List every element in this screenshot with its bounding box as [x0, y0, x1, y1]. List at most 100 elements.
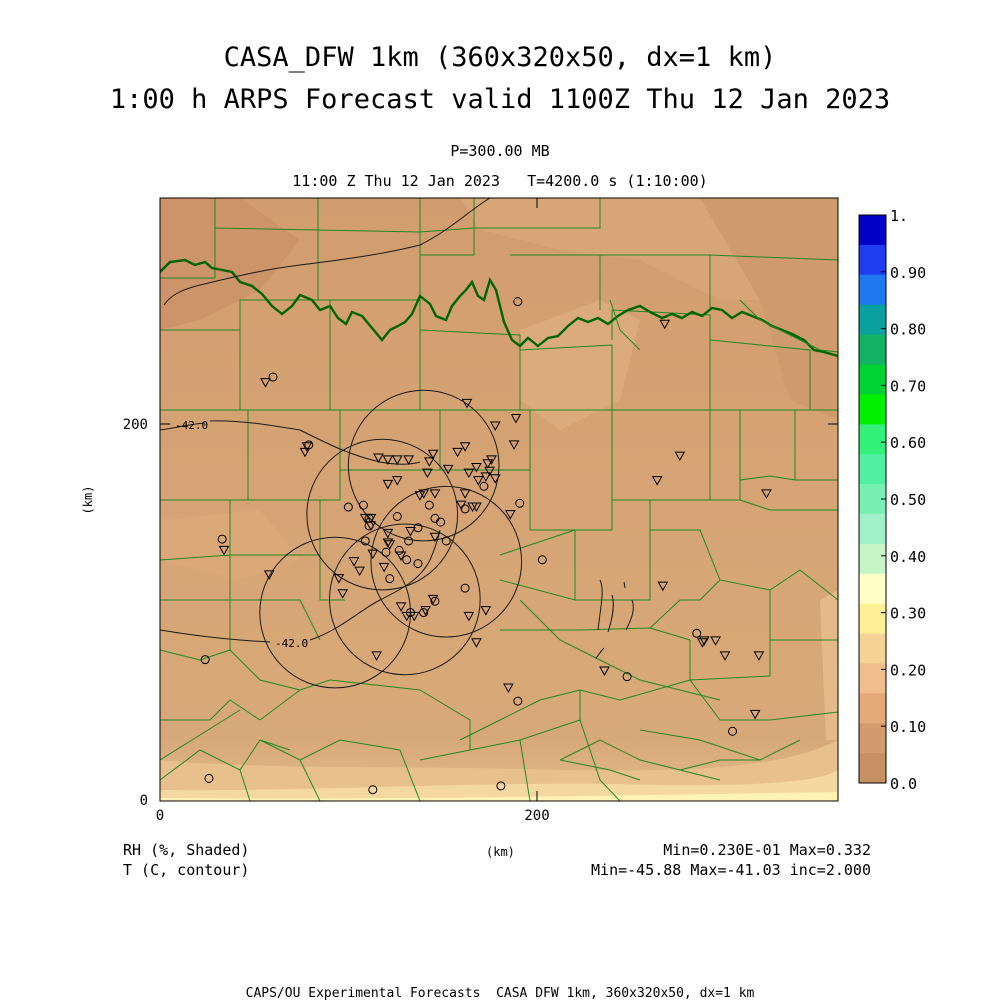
- temp-contour-sw-a: [160, 629, 271, 643]
- x-axis-label: (km): [486, 845, 515, 859]
- station-circle-1: [304, 440, 314, 450]
- station-triangle-37: [382, 528, 394, 539]
- chart-subtitle: 1:00 h ARPS Forecast valid 1100Z Thu 12 …: [109, 84, 891, 115]
- station-circle-20: [413, 559, 423, 569]
- station-circle-14: [515, 498, 525, 508]
- colorbar-swatch-6: [859, 394, 886, 425]
- station-circle-21: [402, 555, 412, 565]
- station-circle-34: [622, 672, 632, 682]
- station-triangle-73: [749, 709, 761, 720]
- y-axis-label: (km): [81, 486, 95, 515]
- x-tick-0: 0: [156, 808, 164, 824]
- station-triangle-58: [371, 651, 382, 661]
- station-triangle-66: [698, 636, 710, 646]
- contour-label-southwest: -42.0: [275, 637, 308, 650]
- station-circles: [200, 297, 738, 795]
- rh-shade-east: [700, 198, 838, 420]
- station-circle-31: [368, 785, 378, 795]
- station-circle-0: [268, 372, 278, 382]
- station-triangle-3: [373, 453, 384, 464]
- station-triangle-47: [333, 574, 345, 584]
- colorbar-swatch-4: [859, 334, 886, 365]
- station-circle-19: [460, 583, 470, 593]
- station-circle-5: [364, 521, 374, 531]
- station-triangle-10: [452, 447, 463, 458]
- station-triangle-72: [503, 683, 514, 693]
- station-triangle-30: [508, 440, 520, 450]
- colorbar-label-5: 0.50: [890, 491, 926, 509]
- station-triangle-4: [382, 455, 394, 465]
- station-triangle-42: [429, 532, 441, 543]
- station-triangle-11: [459, 442, 471, 452]
- station-triangle-56: [263, 570, 275, 580]
- station-triangle-68: [710, 636, 721, 646]
- colorbar-swatch-12: [859, 573, 886, 605]
- colorbar-label-10: 0.0: [890, 775, 917, 793]
- t-min-max: Min=-45.88 Max=-41.03 inc=2.000: [591, 861, 871, 879]
- colorbar-swatch-10: [859, 513, 886, 545]
- credit-line: CAPS/OU Experimental Forecasts CASA DFW …: [245, 986, 755, 1001]
- axis-ticks: [159, 198, 838, 801]
- station-triangle-32: [510, 413, 522, 424]
- contour-label-west: -42.0: [175, 419, 208, 432]
- station-circle-25: [424, 500, 434, 510]
- station-triangle-29: [489, 474, 501, 484]
- colorbar-swatch-7: [859, 424, 886, 455]
- colorbar-label-2: 0.80: [890, 321, 926, 339]
- station-triangle-64: [761, 489, 772, 499]
- station-triangle-33: [461, 398, 473, 409]
- colorbar-swatch-3: [859, 304, 886, 336]
- station-circle-36: [513, 297, 523, 307]
- station-circle-24: [404, 536, 414, 546]
- colorbar: [858, 214, 887, 784]
- station-circle-28: [200, 655, 210, 665]
- station-triangle-2: [301, 442, 313, 452]
- x-tick-200: 200: [524, 808, 549, 824]
- station-circle-17: [419, 608, 429, 618]
- station-triangle-69: [719, 651, 731, 661]
- station-circle-6: [360, 536, 370, 546]
- colorbar-swatch-8: [859, 454, 886, 485]
- temp-contour-north: [163, 198, 491, 306]
- station-triangle-52: [427, 594, 439, 605]
- station-triangle-60: [504, 510, 516, 520]
- station-circle-26: [537, 555, 547, 565]
- rh-shade-dark-nw: [160, 198, 300, 330]
- station-circle-33: [692, 628, 702, 638]
- station-triangle-5: [391, 455, 403, 465]
- station-triangle-27: [484, 466, 495, 477]
- station-circle-22: [441, 536, 451, 546]
- station-triangle-12: [471, 462, 482, 473]
- station-triangle-67: [697, 638, 708, 648]
- station-triangle-59: [218, 545, 230, 556]
- colorbar-swatch-18: [859, 753, 886, 784]
- colorbar-labels: 1. 0.90 0.80 0.70 0.60 0.50 0.40 0.30 0.20 0.10 0.…: [890, 207, 926, 793]
- temperature-contours: [160, 198, 634, 659]
- station-circle-3: [343, 502, 353, 512]
- radar-ring-2: [370, 485, 523, 638]
- rh-shade-se-edge: [820, 590, 838, 740]
- station-triangle-17: [391, 476, 403, 486]
- rh-shade-light-center: [520, 300, 640, 430]
- colorbar-label-8: 0.20: [890, 661, 926, 679]
- colorbar-label-0: 1.: [890, 207, 908, 225]
- station-triangle-61: [659, 319, 671, 330]
- station-triangle-65: [657, 581, 669, 592]
- station-triangle-41: [405, 527, 416, 537]
- station-triangle-40: [395, 551, 407, 562]
- valid-time-label: 11:00 Z Thu 12 Jan 2023 T=4200.0 s (1:10…: [292, 172, 708, 190]
- colorbar-swatch-16: [859, 693, 886, 724]
- station-triangle-0: [260, 378, 271, 388]
- station-triangle-70: [753, 651, 765, 661]
- radar-ring-4: [329, 523, 481, 676]
- rh-shade-south-030: [160, 792, 838, 801]
- station-circle-8: [394, 545, 404, 555]
- pressure-level-label: P=300.00 MB: [450, 142, 550, 160]
- rh-shade-south-020: [160, 770, 838, 801]
- colorbar-swatch-17: [859, 723, 886, 754]
- colorbar-swatch-1: [859, 244, 886, 276]
- plot-frame: [159, 197, 839, 802]
- colorbar-label-9: 0.10: [890, 718, 926, 736]
- station-triangle-14: [472, 476, 484, 486]
- colorbar-swatch-5: [859, 364, 886, 395]
